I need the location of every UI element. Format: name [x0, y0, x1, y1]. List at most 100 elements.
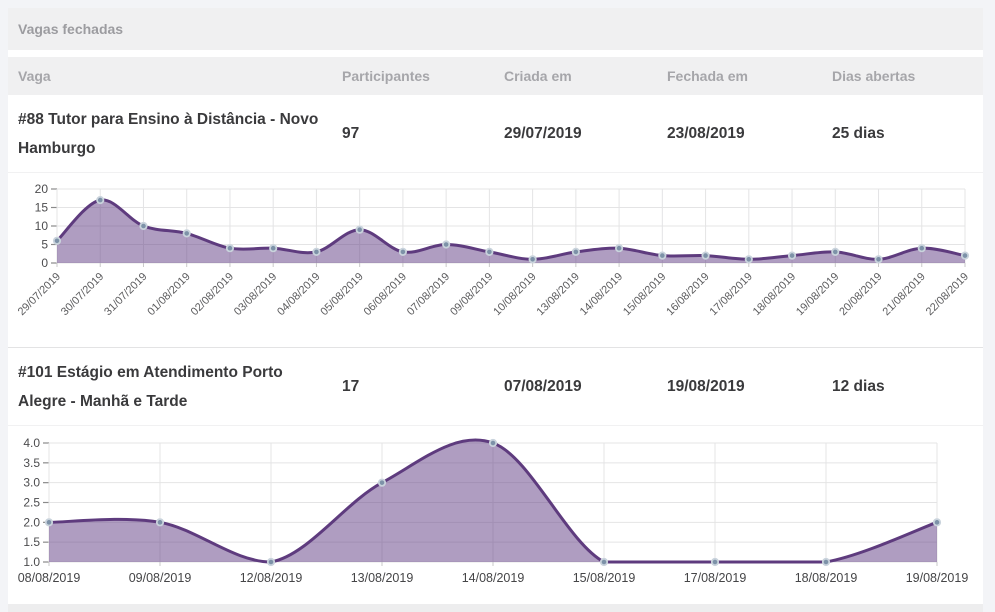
section-header-bar: Vagas fechadas: [8, 8, 983, 50]
data-point-marker: [917, 244, 926, 253]
x-axis-label: 15/08/2019: [621, 271, 668, 318]
x-axis-label: 02/08/2019: [189, 271, 236, 318]
table-row[interactable]: #88 Tutor para Ensino à Distância - Novo…: [8, 95, 983, 172]
data-point-marker: [139, 221, 148, 231]
x-axis-label: 17/08/2019: [708, 271, 755, 318]
data-point-marker: [614, 244, 624, 253]
x-axis-label: 20/08/2019: [837, 271, 884, 318]
y-tick-label: 20: [35, 182, 49, 196]
y-tick-label: 2.0: [23, 515, 40, 529]
data-point-marker: [831, 247, 840, 257]
y-tick-label: 4.0: [23, 436, 40, 450]
column-header-participantes: Participantes: [342, 68, 430, 84]
x-axis-label: 03/08/2019: [232, 271, 279, 318]
data-point-marker: [312, 247, 321, 257]
y-tick-label: 10: [35, 219, 49, 233]
data-point-marker: [269, 244, 278, 253]
vacancy-title[interactable]: #88 Tutor para Ensino à Distância - Novo…: [18, 110, 319, 157]
area-chart-canvas: 0 5 10 15 20 29/07/201930/07/201931/07/201901…: [16, 182, 971, 318]
x-axis-label: 17/08/2019: [684, 571, 747, 585]
data-point-marker: [710, 557, 720, 567]
section-title: Vagas fechadas: [18, 21, 124, 37]
data-point-marker: [701, 251, 710, 260]
data-point-marker: [744, 255, 753, 264]
x-axis-label: 31/07/2019: [102, 271, 149, 318]
vacancy-days-open: 25 dias: [832, 124, 885, 142]
x-axis-label: 29/07/2019: [16, 271, 63, 318]
y-tick-label: 1.5: [23, 535, 40, 549]
y-tick-label: 5: [41, 238, 48, 252]
x-axis-label: 16/08/2019: [664, 271, 711, 318]
data-point-marker: [658, 251, 667, 260]
data-point-marker: [52, 236, 62, 245]
data-point-marker: [488, 438, 498, 448]
next-section-strip: [8, 604, 983, 612]
x-axis-label: 19/08/2019: [794, 271, 841, 318]
data-point-marker: [528, 255, 537, 264]
x-axis-label: 10/08/2019: [491, 271, 538, 318]
x-axis-label: 15/08/2019: [573, 571, 636, 585]
section-divider: [8, 50, 983, 57]
vacancy-created-date: 29/07/2019: [504, 124, 582, 142]
column-header-dias-abertas: Dias abertas: [832, 68, 916, 84]
y-tick-label: 2.5: [23, 496, 40, 510]
vacancy-closed-date: 19/08/2019: [667, 377, 745, 395]
data-point-marker: [960, 251, 970, 260]
vacancy-participants: 17: [342, 377, 360, 395]
area-fill: [49, 439, 937, 562]
data-point-marker: [377, 478, 387, 487]
x-axis-label: 06/08/2019: [362, 271, 409, 318]
x-axis-label: 13/08/2019: [535, 271, 582, 318]
x-axis-label: 09/08/2019: [448, 271, 495, 318]
data-point-marker: [787, 251, 797, 260]
data-point-marker: [442, 240, 451, 249]
column-header-criada-em: Criada em: [504, 68, 572, 84]
x-axis-label: 09/08/2019: [129, 571, 192, 585]
x-axis-label: 22/08/2019: [924, 271, 971, 318]
data-point-marker: [182, 229, 191, 238]
x-axis-label: 18/08/2019: [795, 571, 858, 585]
table-row[interactable]: #101 Estágio em Atendimento Porto Alegre…: [8, 348, 983, 425]
data-point-marker: [821, 557, 831, 567]
x-axis-label: 14/08/2019: [462, 571, 525, 585]
vacancy-created-date: 07/08/2019: [504, 377, 582, 395]
y-tick-label: 3.0: [23, 476, 40, 490]
area-chart-canvas: 1.0 1.5 2.0 2.5 3.0 3.5 4.0 08/08/2019 09/08/201…: [18, 436, 969, 585]
vacancy-title[interactable]: #101 Estágio em Atendimento Porto Alegre…: [18, 363, 283, 410]
vacancy-participants: 97: [342, 124, 360, 142]
participation-area-chart-row-1: 0 5 10 15 20 29/07/2019 30/07/2019 31/07/2019 01…: [8, 172, 983, 348]
x-axis-label: 04/08/2019: [275, 271, 322, 318]
y-tick-label: 3.5: [23, 456, 40, 470]
x-axis-label: 14/08/2019: [578, 271, 625, 318]
data-point-marker: [932, 518, 942, 527]
y-tick-label: 1.0: [23, 555, 40, 569]
x-axis-label: 21/08/2019: [880, 271, 927, 318]
series-line: [55, 198, 967, 261]
x-axis-label: 18/08/2019: [751, 271, 798, 318]
y-tick-label: 15: [35, 201, 49, 215]
vagas-fechadas-panel: Vagas fechadas Vaga Participantes Criada…: [8, 8, 983, 612]
data-point-marker: [44, 518, 54, 527]
x-axis-label: 19/08/2019: [906, 571, 969, 585]
x-axis-label: 30/07/2019: [59, 271, 106, 318]
data-point-marker: [599, 557, 609, 567]
x-axis-label: 05/08/2019: [318, 271, 365, 318]
y-tick-label: 0: [41, 256, 48, 270]
data-point-marker: [155, 518, 165, 527]
x-axis-label: 01/08/2019: [145, 271, 192, 318]
x-axis-label: 08/08/2019: [18, 571, 81, 585]
table-header-row: Vaga Participantes Criada em Fechada em …: [8, 57, 983, 95]
data-point-marker: [485, 247, 494, 257]
data-point-marker: [398, 247, 408, 257]
data-point-marker: [355, 225, 364, 234]
vacancy-closed-date: 23/08/2019: [667, 124, 745, 142]
participation-area-chart-row-2: 1.0 1.5 2.0 2.5 3.0 3.5 4.0 08/08/2019 09/08/201…: [8, 425, 983, 602]
x-axis-label: 13/08/2019: [351, 571, 414, 585]
x-axis-label: 12/08/2019: [240, 571, 303, 585]
x-axis-label: 07/08/2019: [405, 271, 452, 318]
data-point-marker: [874, 255, 883, 264]
area-fill: [57, 199, 965, 263]
column-header-fechada-em: Fechada em: [667, 68, 748, 84]
data-point-marker: [225, 244, 235, 253]
vacancy-days-open: 12 dias: [832, 377, 885, 395]
